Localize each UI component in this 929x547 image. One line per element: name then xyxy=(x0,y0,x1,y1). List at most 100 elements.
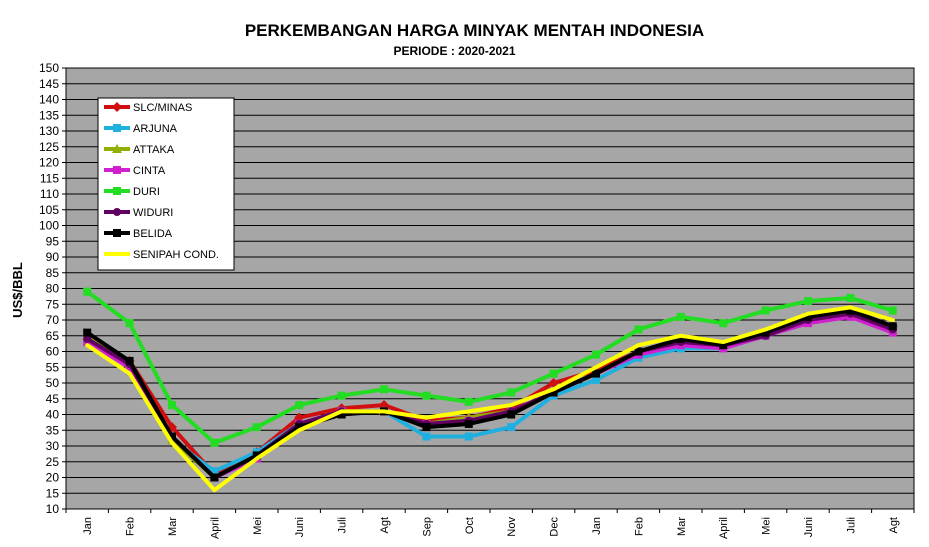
data-point xyxy=(676,334,685,343)
legend-label: CINTA xyxy=(133,165,166,177)
y-tick-label: 20 xyxy=(46,471,60,485)
data-point xyxy=(592,369,600,378)
data-point xyxy=(634,325,643,334)
series-line xyxy=(85,305,895,493)
x-tick-label: Agt xyxy=(379,517,391,534)
y-tick-label: 110 xyxy=(40,187,59,201)
series-line xyxy=(85,308,895,480)
y-tick-label: 40 xyxy=(46,408,60,422)
data-point xyxy=(507,388,516,397)
y-tick-label: 60 xyxy=(46,345,60,359)
data-point xyxy=(83,287,92,296)
legend-label: BELIDA xyxy=(133,228,173,240)
data-point xyxy=(592,350,600,359)
legend-item: ATTAKA xyxy=(104,144,175,156)
x-tick-label: Juni xyxy=(803,517,815,537)
data-point xyxy=(719,341,728,350)
data-point xyxy=(888,306,897,315)
y-tick-label: 135 xyxy=(39,108,59,122)
legend-label: ARJUNA xyxy=(133,123,178,135)
y-tick-label: 120 xyxy=(39,156,59,170)
y-tick-label: 140 xyxy=(39,93,59,107)
y-tick-label: 80 xyxy=(46,282,60,296)
y-tick-label: 105 xyxy=(39,203,59,217)
data-point xyxy=(549,369,558,378)
legend-marker xyxy=(113,124,121,132)
y-tick-label: 10 xyxy=(46,502,60,516)
x-tick-label: Jan xyxy=(591,517,603,535)
y-tick-label: 45 xyxy=(46,392,60,406)
legend-item: BELIDA xyxy=(104,228,173,240)
chart-subtitle: PERIODE : 2020-2021 xyxy=(393,44,516,58)
legend-marker xyxy=(113,229,121,237)
data-point xyxy=(422,391,431,400)
y-tick-label: 55 xyxy=(46,360,60,374)
data-point xyxy=(252,451,261,460)
y-axis-label: US$/BBL xyxy=(10,262,25,318)
legend-item: CINTA xyxy=(104,165,166,177)
y-tick-label: 95 xyxy=(46,234,60,248)
x-tick-label: Mar xyxy=(167,517,179,536)
data-point xyxy=(548,378,559,388)
data-point xyxy=(464,419,473,428)
data-point xyxy=(464,397,473,406)
legend-marker xyxy=(113,208,121,216)
series-senipah-cond xyxy=(85,305,895,493)
y-tick-label: 130 xyxy=(39,124,59,138)
data-point xyxy=(83,328,92,337)
y-tick-label: 70 xyxy=(46,313,60,327)
data-point xyxy=(422,432,431,441)
y-tick-label: 90 xyxy=(46,250,60,264)
y-tick-label: 15 xyxy=(46,486,60,500)
data-point xyxy=(252,423,261,432)
chart-title: PERKEMBANGAN HARGA MINYAK MENTAH INDONES… xyxy=(244,21,705,40)
y-tick-label: 50 xyxy=(46,376,60,390)
data-point xyxy=(210,467,219,476)
y-tick-label: 65 xyxy=(46,329,60,343)
x-tick-label: Oct xyxy=(464,517,476,534)
legend-label: SENIPAH COND. xyxy=(133,249,219,261)
series-duri xyxy=(83,287,897,447)
data-point xyxy=(634,347,643,356)
legend-item: ARJUNA xyxy=(104,123,178,135)
y-tick-label: 35 xyxy=(46,423,60,437)
x-axis-ticks: Jan Feb Mar April Mei Juni Juli Agt Sep Oct Nov Dec… xyxy=(65,509,915,539)
x-tick-label: Sep xyxy=(421,517,433,537)
data-point xyxy=(804,297,812,306)
x-tick-label: Agt xyxy=(888,517,900,534)
data-point xyxy=(592,375,600,384)
data-point xyxy=(846,293,855,302)
legend-marker xyxy=(112,102,122,112)
y-tick-label: 85 xyxy=(46,266,60,280)
legend-marker xyxy=(112,144,122,153)
x-tick-label: April xyxy=(209,517,221,539)
x-tick-label: Mei xyxy=(761,517,773,535)
series-line xyxy=(85,289,895,445)
data-point xyxy=(125,319,134,328)
y-tick-label: 100 xyxy=(39,219,59,233)
y-tick-label: 150 xyxy=(39,61,59,75)
data-point xyxy=(168,401,176,410)
data-point xyxy=(210,438,219,447)
data-point xyxy=(337,391,346,400)
y-tick-label: 115 xyxy=(40,171,59,185)
data-point xyxy=(846,306,855,315)
legend: SLC/MINAS ARJUNA ATTAKA CINTA DURI WIDURI BELI… xyxy=(97,97,235,271)
series-belida xyxy=(83,306,897,482)
x-tick-label: April xyxy=(718,517,730,539)
data-point xyxy=(295,401,304,410)
data-point xyxy=(507,410,516,419)
data-point xyxy=(888,322,897,331)
x-tick-label: Dec xyxy=(549,517,561,537)
x-tick-label: Mar xyxy=(676,517,688,536)
data-point xyxy=(761,328,770,337)
y-tick-label: 125 xyxy=(39,140,59,154)
x-tick-label: Juli xyxy=(845,517,857,534)
legend-marker xyxy=(113,187,121,195)
legend-item: DURI xyxy=(104,186,160,198)
x-tick-label: Nov xyxy=(506,517,518,537)
data-point xyxy=(804,312,812,321)
x-tick-label: Mei xyxy=(252,517,264,535)
data-point xyxy=(125,356,134,365)
